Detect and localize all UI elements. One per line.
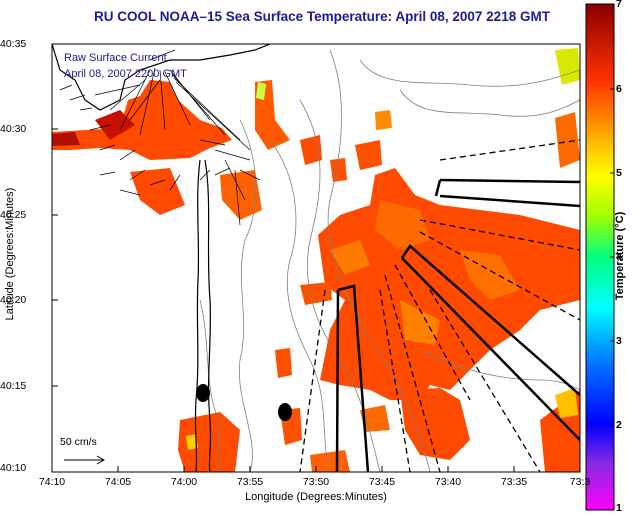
y-tick-label: 40:35 [0,38,27,50]
sst-patch [555,112,580,168]
sst-patch [52,80,232,160]
map-title: RU COOL NOAA–15 Sea Surface Temperature:… [94,9,550,24]
sst-patch [52,132,80,146]
transect-boundaries [335,178,580,472]
sst-patch [360,405,390,432]
colorbar-tick-label: 5 [616,167,622,179]
sst-patch [375,200,430,250]
y-tick-label: 40:20 [0,294,27,306]
x-tick-label: 73:3 [569,476,591,488]
sst-patch [130,168,185,215]
colorbar-tick-label: 4 [616,251,622,263]
y-tick-label: 40:10 [0,462,27,474]
sst-layer [52,44,580,472]
current-vectors [59,49,261,226]
sst-patch [300,282,332,305]
island-marker [278,403,292,421]
axis-ticks [51,43,581,473]
transect-dashed [299,139,580,472]
x-tick-label: 73:45 [368,476,396,488]
sst-patch [256,82,266,100]
colorbar-label: Temperature (°C) [614,211,626,301]
colorbar-tick-label: 7 [616,0,622,10]
y-tick-label: 40:25 [0,209,27,221]
y-tick-label: 40:15 [0,380,27,392]
island-marker [196,384,210,402]
x-tick-label: 73:50 [302,476,330,488]
sst-patch [95,110,135,140]
x-axis-label: Longitude (Degrees:Minutes) [245,491,387,503]
scale-arrow [64,455,106,465]
sst-patch [555,388,578,418]
sst-patch [275,348,292,378]
x-tick-label: 73:35 [500,476,528,488]
colorbar-tick-label: 3 [616,335,622,347]
colorbar-tick-label: 1 [616,502,622,514]
colorbar [585,3,615,511]
sst-patch [400,300,440,345]
scale-label: 50 cm/s [60,436,97,448]
sst-patch [310,450,350,472]
sst-patch [355,140,382,170]
sst-patch [186,434,198,450]
x-tick-label: 74:10 [38,476,66,488]
sst-patch [220,170,262,220]
colorbar-tick-label: 2 [616,419,622,431]
colorbar-ticks [610,3,614,511]
colorbar-tick-label: 6 [616,83,622,95]
sst-patch [330,240,370,275]
sst-patch [178,412,240,472]
x-tick-label: 74:00 [170,476,198,488]
coastline [52,44,271,472]
sst-patch [375,110,392,130]
legend-current-label: Raw Surface Current [64,52,167,64]
legend-current-date: April 08, 2007 2200 GMT [64,68,187,80]
x-tick-label: 74:05 [104,476,132,488]
sst-patch [400,388,470,460]
x-tick-label: 73:40 [434,476,462,488]
y-tick-label: 40:30 [0,123,27,135]
x-tick-label: 73:55 [236,476,264,488]
sst-patch [330,158,347,182]
